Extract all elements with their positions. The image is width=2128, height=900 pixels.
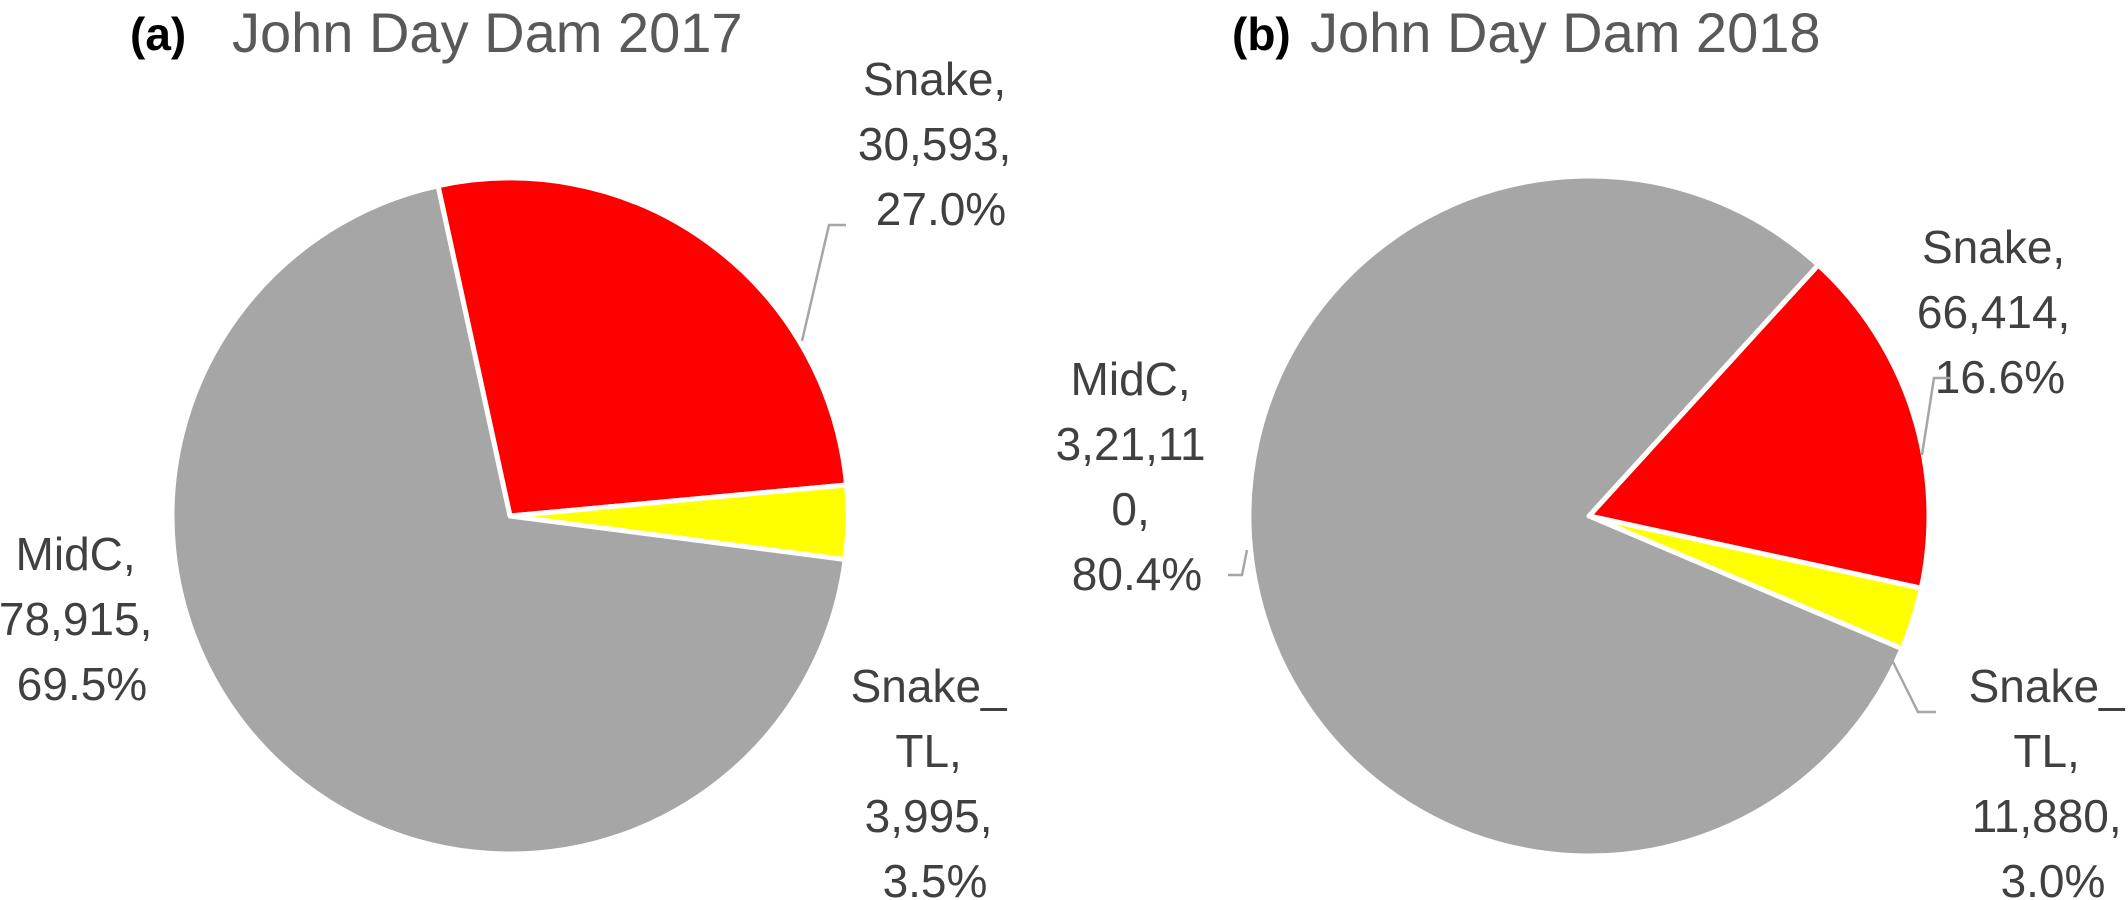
pie-slice-a-midc bbox=[169, 183, 848, 857]
leader-b-midc bbox=[1228, 549, 1249, 577]
label-b-snake: Snake, 66,414, 16.6% bbox=[1917, 221, 2083, 403]
label-a-snake: Snake, 30,593, 27.0% bbox=[858, 53, 1024, 235]
leader-a-snake bbox=[800, 223, 846, 342]
pie-a bbox=[169, 175, 851, 857]
labels-a: Snake, 30,593, 27.0% Snake_ TL, 3,995, 3… bbox=[0, 53, 1024, 900]
label-b-snake-tl: Snake_ TL, 11,880, 3.0% bbox=[1969, 660, 2128, 900]
chart-panel-a: (a) John Day Dam 2017 Snake, 30,593, 27.… bbox=[0, 1, 1024, 900]
panel-b-tag: (b) bbox=[1232, 8, 1291, 60]
label-a-midc: MidC, 78,915, 69.5% bbox=[0, 528, 165, 710]
label-b-midc: MidC, 3,21,11 0, 80.4% bbox=[1056, 353, 1219, 600]
leader-b-snake bbox=[1920, 376, 1950, 456]
labels-b: Snake, 66,414, 16.6% Snake_ TL, 11,880, … bbox=[1056, 221, 2128, 900]
chart-a-title: John Day Dam 2017 bbox=[232, 1, 743, 64]
chart-b-title: John Day Dam 2018 bbox=[1310, 1, 1821, 64]
pie-slice-b-snake bbox=[1586, 262, 1932, 591]
leader-b-snake-tl bbox=[1888, 655, 1936, 714]
panel-a-tag: (a) bbox=[130, 8, 186, 60]
chart-panel-b: (b) John Day Dam 2018 Snake, 66,414, 16.… bbox=[1056, 1, 2128, 900]
label-a-snake-tl: Snake_ TL, 3,995, 3.5% bbox=[851, 660, 1020, 900]
pie-b bbox=[1246, 173, 1932, 859]
pie-slice-a-snake bbox=[435, 175, 850, 519]
pie-slice-b-midc bbox=[1246, 173, 1905, 859]
